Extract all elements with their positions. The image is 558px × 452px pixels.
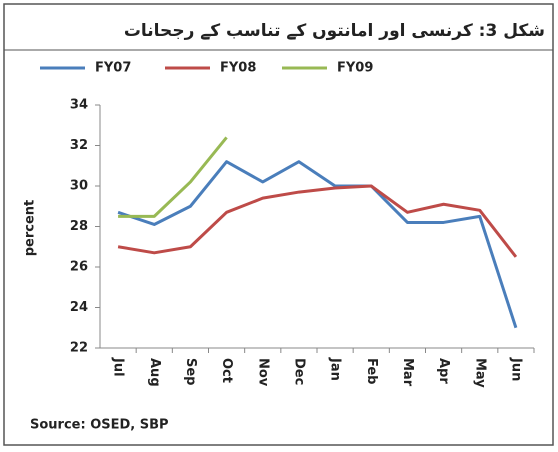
x-tick-label: Oct (219, 358, 234, 383)
y-tick-label: 26 (70, 260, 88, 275)
y-tick-label: 22 (70, 341, 88, 356)
y-tick-label: 34 (70, 98, 88, 113)
x-tick-label: Dec (291, 358, 306, 385)
series-line (117, 184, 518, 258)
series-line (117, 160, 518, 329)
x-tick-label: Nov (255, 358, 270, 387)
x-tick-label: Jul (111, 357, 126, 377)
legend-label: FY09 (337, 61, 373, 76)
frame (3, 3, 554, 446)
legend-label: FY07 (95, 61, 131, 76)
y-tick-label: 32 (70, 138, 88, 153)
chart-title: شکل 3: کرنسی اور امانتوں کے تناسب کے رجح… (124, 21, 545, 41)
x-tick-label: Sep (183, 358, 198, 386)
x-tick-label: May (472, 358, 487, 388)
x-tick-label: Jan (328, 357, 343, 381)
x-tick-label: Mar (400, 358, 415, 387)
x-tick-label: Feb (364, 358, 379, 384)
source: Source: OSED, SBP (30, 418, 169, 433)
y-tick-label: 24 (70, 300, 88, 315)
x-tick-label: Jun (508, 357, 523, 381)
legend-label: FY08 (220, 61, 256, 76)
y-axis-label: percent (23, 200, 38, 257)
x-tick-label: Aug (147, 358, 162, 387)
y-tick-label: 28 (70, 219, 88, 234)
series-line (118, 136, 228, 218)
y-tick-label: 30 (70, 179, 88, 194)
x-tick-label: Apr (436, 358, 451, 384)
